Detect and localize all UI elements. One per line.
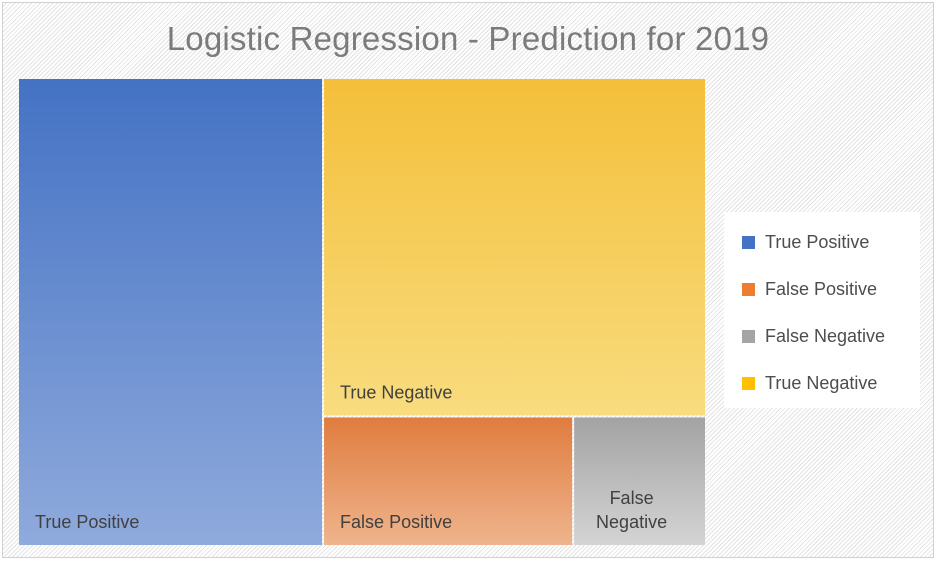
legend-label: False Positive (765, 278, 878, 299)
tile-label-false-positive: False Positive (340, 512, 452, 532)
legend-item-false-positive[interactable]: False Positive (742, 278, 877, 300)
tile-label-false-negative: False Negative (596, 488, 667, 532)
legend-item-true-negative[interactable]: True Negative (742, 372, 877, 394)
tile-true-negative[interactable] (324, 79, 705, 416)
legend-item-false-negative[interactable]: False Negative (742, 325, 885, 347)
legend-label: True Negative (765, 372, 878, 393)
legend-swatch (742, 235, 755, 249)
tile-false-negative[interactable] (574, 417, 705, 545)
tile-label-true-negative: True Negative (340, 382, 452, 402)
legend-item-true-positive[interactable]: True Positive (742, 231, 869, 253)
tile-true-positive[interactable] (19, 79, 323, 545)
legend-swatch (742, 282, 755, 296)
legend: True Positive False Positive False Negat… (724, 212, 920, 408)
chart-title: Logistic Regression - Prediction for 201… (166, 20, 770, 57)
tile-label-true-positive: True Positive (35, 512, 139, 532)
legend-label: False Negative (765, 325, 886, 346)
legend-swatch (742, 329, 755, 343)
tile-false-positive[interactable] (324, 417, 573, 545)
legend-swatch (742, 376, 755, 390)
legend-label: True Positive (765, 231, 870, 252)
